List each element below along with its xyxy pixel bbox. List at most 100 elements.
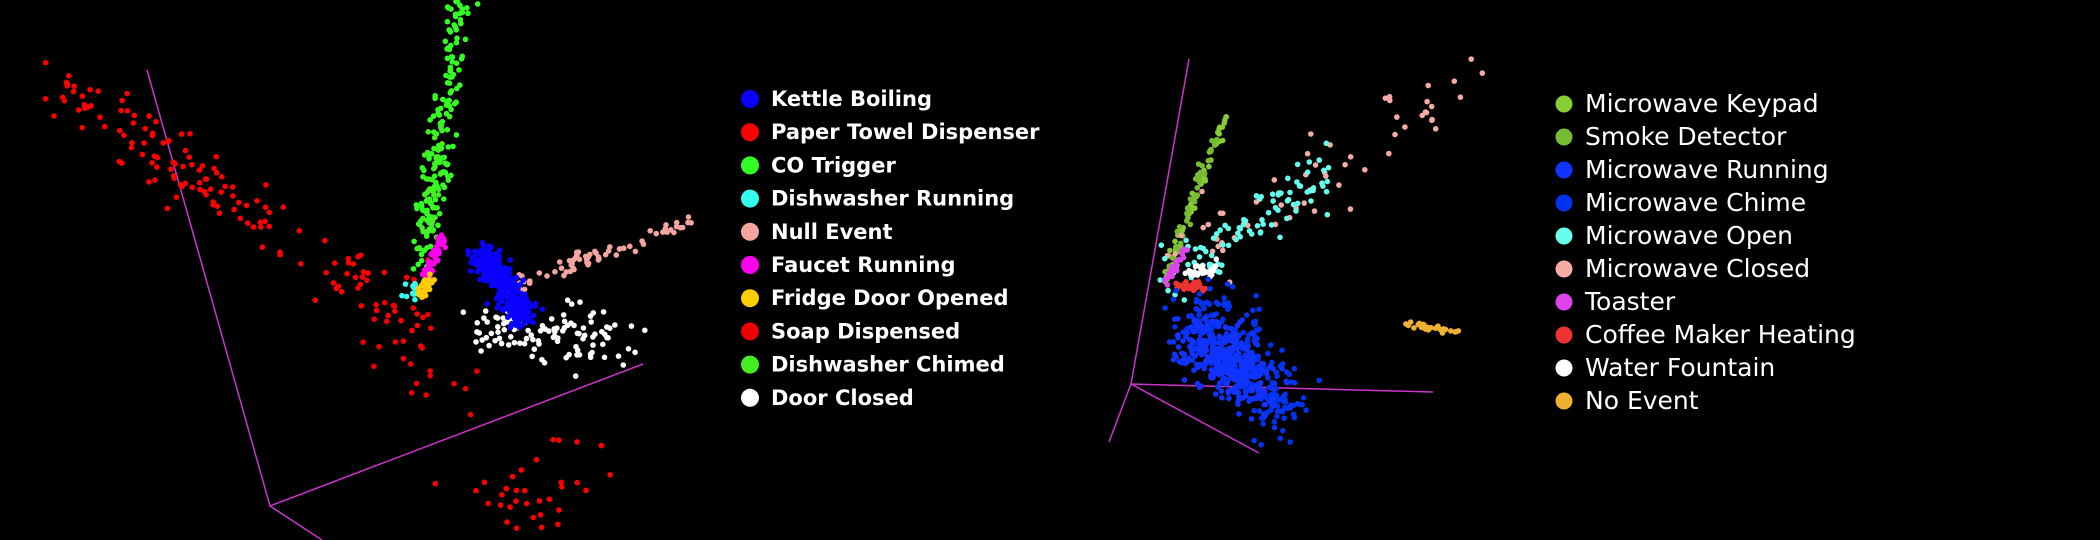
point [345, 255, 352, 262]
point [1210, 235, 1217, 241]
point [425, 129, 432, 135]
point [1250, 361, 1256, 367]
point [1182, 270, 1189, 277]
point [95, 88, 101, 94]
point [482, 308, 489, 314]
point [1265, 350, 1271, 357]
point [51, 113, 57, 119]
point [1225, 388, 1232, 394]
point [533, 456, 540, 463]
point [444, 18, 451, 25]
legend-label: Kettle Boiling [771, 87, 932, 111]
point [373, 302, 379, 308]
point [529, 353, 535, 360]
point [1220, 316, 1226, 323]
point [1223, 325, 1230, 331]
point [466, 249, 472, 256]
point [544, 273, 550, 279]
point [485, 500, 492, 507]
point [1248, 366, 1254, 372]
point [1212, 359, 1218, 365]
point [425, 197, 432, 204]
point [474, 1, 481, 7]
point [550, 334, 557, 341]
legend-swatch [1555, 128, 1573, 146]
point [424, 217, 430, 224]
point [550, 436, 556, 443]
point [1232, 384, 1239, 390]
point [1243, 393, 1249, 399]
point [146, 179, 152, 185]
point [585, 262, 591, 268]
point [1201, 365, 1207, 372]
point [1212, 391, 1219, 397]
point [1191, 367, 1197, 374]
point [444, 55, 451, 62]
point [474, 320, 481, 326]
point [355, 253, 361, 260]
point [1162, 255, 1168, 262]
point [1321, 167, 1327, 174]
point [186, 154, 193, 160]
point [1434, 324, 1441, 330]
point [266, 223, 273, 230]
point [419, 294, 425, 300]
point [435, 222, 441, 229]
point [581, 332, 588, 339]
point [116, 127, 123, 134]
point [453, 39, 460, 46]
point [1392, 131, 1398, 138]
point [1287, 405, 1294, 411]
point [1251, 407, 1257, 414]
point [1342, 161, 1348, 168]
point [1428, 103, 1435, 110]
legend-swatch [741, 256, 759, 274]
point [509, 308, 515, 314]
point [1284, 215, 1290, 222]
point [1192, 205, 1198, 211]
point [1271, 380, 1278, 387]
point [522, 487, 528, 494]
point [1164, 282, 1171, 288]
point [506, 299, 512, 305]
point [1453, 328, 1459, 335]
point [552, 269, 558, 275]
point [432, 196, 439, 203]
point [1172, 316, 1178, 323]
point [1262, 401, 1269, 408]
point [1303, 407, 1309, 414]
point [1268, 222, 1275, 228]
point [211, 165, 217, 172]
point [373, 307, 380, 314]
point [512, 299, 519, 305]
point [1257, 380, 1264, 386]
point [400, 355, 407, 362]
point [447, 66, 454, 73]
point [479, 337, 486, 343]
point [1287, 439, 1293, 445]
legend-swatch [741, 289, 759, 308]
point [488, 330, 495, 337]
point [1304, 169, 1311, 175]
point [521, 340, 528, 347]
point [493, 314, 499, 321]
point [141, 140, 147, 146]
point [1222, 381, 1229, 388]
point [385, 312, 391, 319]
point [607, 325, 613, 332]
point [632, 349, 638, 356]
point [1218, 346, 1224, 353]
point [75, 107, 82, 113]
point [1207, 336, 1214, 342]
point [1186, 336, 1193, 343]
point [523, 500, 530, 507]
point [598, 442, 605, 449]
point [507, 257, 514, 263]
point [258, 224, 264, 230]
point [1308, 131, 1314, 137]
point [296, 227, 303, 234]
point [418, 200, 425, 207]
point [488, 260, 494, 266]
point [486, 274, 493, 281]
point [213, 169, 220, 176]
